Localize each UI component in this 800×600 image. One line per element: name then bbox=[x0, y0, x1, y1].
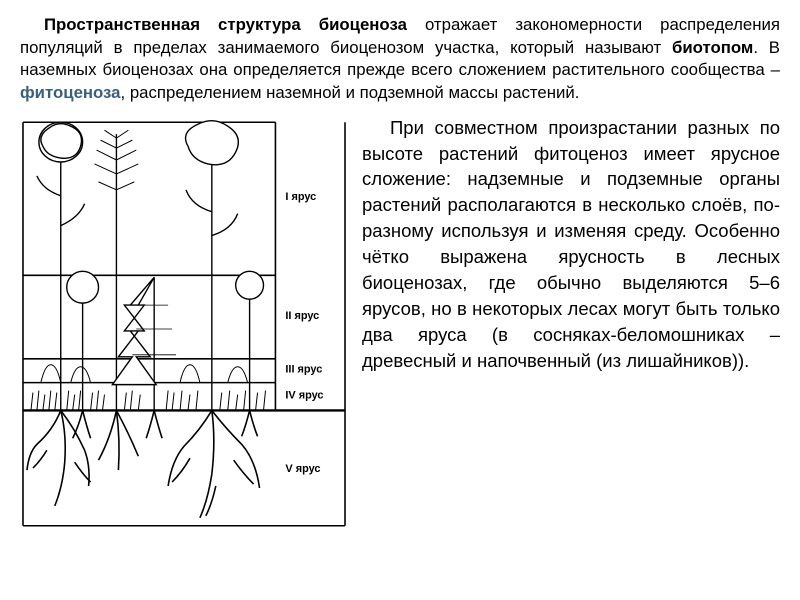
term-phytocenosis: фитоценоза bbox=[20, 83, 121, 102]
intro-paragraph: Пространственная структура биоценоза отр… bbox=[20, 14, 780, 105]
tier-label: IV ярус bbox=[285, 389, 323, 401]
tier-label: III ярус bbox=[285, 363, 322, 375]
tier-label: II ярус bbox=[285, 310, 319, 322]
forest-tier-diagram: I ярус II ярус III ярус IV ярус V ярус bbox=[20, 115, 348, 533]
tier-label: V ярус bbox=[285, 463, 320, 475]
side-paragraph: При совместном произрастании разных по в… bbox=[362, 115, 780, 533]
tier-label: I ярус bbox=[285, 190, 316, 202]
term-spatial-structure: Пространственная структура биоценоза bbox=[44, 15, 407, 34]
intro-text-6: , распределением наземной и подземной ма… bbox=[121, 83, 580, 102]
term-biotope: биотопом bbox=[672, 38, 753, 57]
content-row: I ярус II ярус III ярус IV ярус V ярус При с… bbox=[20, 115, 780, 533]
